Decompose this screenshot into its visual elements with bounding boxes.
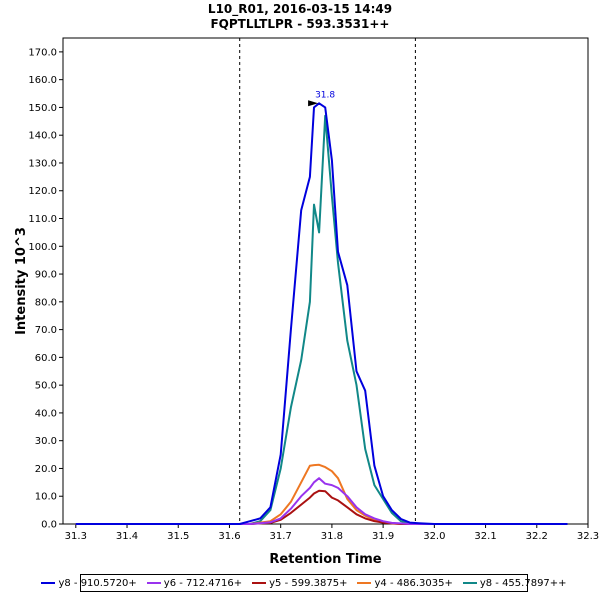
x-tick-label: 32.0 [423, 531, 445, 542]
y-axis-label: Intensity 10^3 [14, 227, 29, 335]
y-tick-label: 60.0 [35, 353, 57, 364]
y-tick-label: 160.0 [28, 75, 57, 86]
legend-item: y6 - 712.4716+ [146, 577, 243, 589]
y-tick-label: 100.0 [28, 242, 57, 253]
chart-subtitle: FQPTLLTLPR - 593.3531++ [210, 17, 390, 31]
x-tick-label: 32.1 [474, 531, 496, 542]
peak-marker: 31.8 [308, 90, 335, 107]
peak-boundaries [239, 38, 416, 524]
series-line-0 [75, 102, 568, 525]
peak-arrow-icon [308, 100, 319, 107]
x-tick-label: 31.7 [270, 531, 292, 542]
legend-item: y4 - 486.3035+ [357, 577, 453, 589]
series-lines [75, 102, 568, 525]
y-tick-label: 110.0 [28, 214, 57, 225]
legend-label: y5 - 599.3875+ [269, 577, 348, 589]
legend-swatch [146, 582, 161, 584]
y-tick-label: 80.0 [35, 297, 57, 308]
x-axis: 31.3 31.4 31.5 31.6 31.7 31.8 31.9 32.0 32.1 32.2… [65, 524, 599, 542]
y-tick-label: 130.0 [28, 158, 57, 169]
y-axis: 0.0 10.0 20.0 30.0 40.0 50.0 60.0 70.0 80.0 90.0 1… [28, 47, 63, 531]
y-tick-label: 170.0 [28, 47, 57, 58]
y-tick-label: 120.0 [28, 186, 57, 197]
legend-label: y4 - 486.3035+ [374, 577, 453, 589]
y-tick-label: 70.0 [35, 325, 57, 336]
x-tick-label: 31.3 [65, 531, 87, 542]
y-tick-label: 50.0 [35, 381, 57, 392]
legend-swatch [462, 582, 477, 584]
y-tick-label: 140.0 [28, 131, 57, 142]
legend-label: y8 - 455.7897++ [479, 577, 567, 589]
y-tick-label: 30.0 [35, 436, 57, 447]
y-tick-label: 40.0 [35, 408, 57, 419]
peak-label: 31.8 [315, 90, 335, 100]
legend-swatch [41, 582, 56, 584]
y-tick-label: 0.0 [41, 520, 57, 531]
y-tick-label: 90.0 [35, 270, 57, 281]
x-tick-label: 32.3 [577, 531, 599, 542]
x-tick-label: 32.2 [526, 531, 548, 542]
legend-label: y6 - 712.4716+ [163, 577, 243, 589]
chart-title: L10_R01, 2016-03-15 14:49 [207, 2, 393, 16]
legend-item: y5 - 599.3875+ [252, 578, 347, 589]
x-tick-label: 31.6 [218, 531, 240, 542]
legend-item: y8 - 910.5720+ [41, 577, 137, 589]
legend-item: y8 - 455.7897++ [462, 577, 567, 589]
legend: y8 - 910.5720+ y6 - 712.4716+ y5 - 599.387… [41, 574, 567, 592]
legend-label: y8 - 910.5720+ [58, 577, 137, 589]
x-tick-label: 31.4 [116, 531, 138, 542]
x-tick-label: 31.9 [372, 531, 394, 542]
x-tick-label: 31.5 [167, 531, 189, 542]
y-tick-label: 150.0 [28, 103, 57, 114]
legend-swatch [357, 582, 372, 584]
x-tick-label: 31.8 [321, 531, 343, 542]
y-tick-label: 20.0 [35, 464, 57, 475]
x-axis-label: Retention Time [269, 552, 381, 567]
y-tick-label: 10.0 [35, 492, 57, 503]
legend-swatch [252, 582, 267, 584]
